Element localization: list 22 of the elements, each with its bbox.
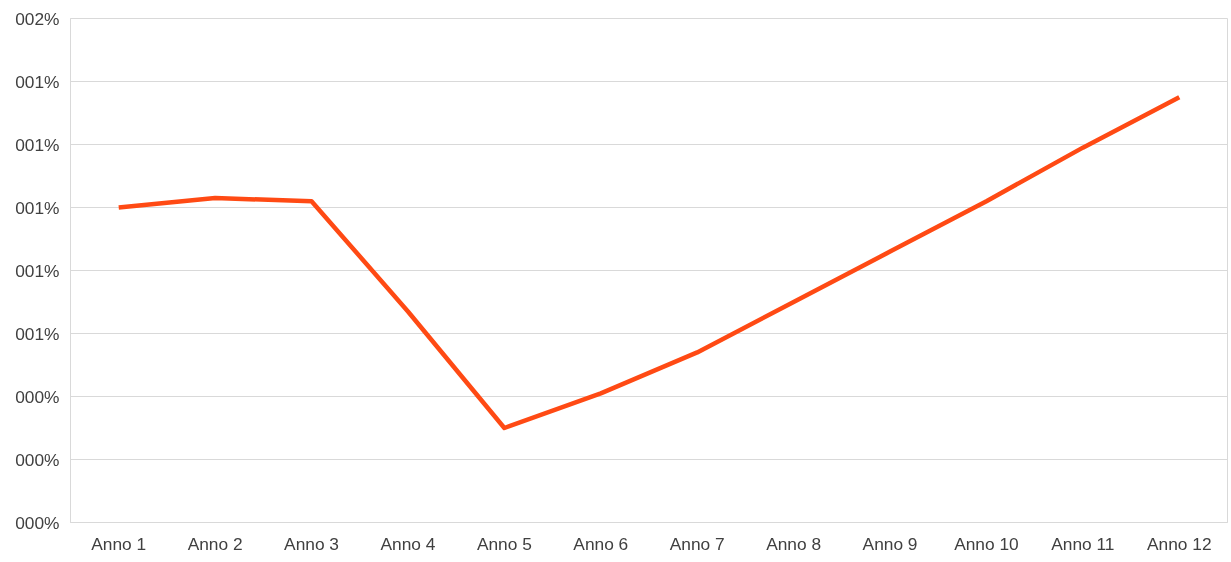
x-tick-label: Anno 4	[380, 533, 436, 554]
x-tick-label: Anno 12	[1147, 533, 1212, 554]
x-tick-label: Anno 2	[187, 533, 243, 554]
x-tick-label: Anno 8	[766, 533, 822, 554]
y-tick-label: 001%	[15, 323, 60, 344]
x-tick-label: Anno 7	[669, 533, 725, 554]
y-tick-label: 000%	[15, 449, 60, 470]
x-tick-label: Anno 5	[476, 533, 532, 554]
x-tick-label: Anno 10	[954, 533, 1019, 554]
y-tick-label: 000%	[15, 386, 60, 407]
x-tick-label: Anno 3	[284, 533, 339, 554]
y-tick-label: 000%	[15, 512, 60, 533]
y-tick-label: 001%	[15, 71, 60, 92]
y-tick-label: 002%	[15, 8, 60, 29]
x-tick-label: Anno 11	[1051, 533, 1115, 554]
x-tick-label: Anno 1	[91, 533, 147, 554]
y-tick-label: 001%	[15, 134, 60, 155]
line-series	[116, 95, 1182, 431]
x-tick-label: Anno 6	[573, 533, 629, 554]
y-tick-label: 001%	[15, 260, 60, 281]
y-tick-label: 001%	[15, 197, 60, 218]
x-tick-label: Anno 9	[862, 533, 918, 554]
